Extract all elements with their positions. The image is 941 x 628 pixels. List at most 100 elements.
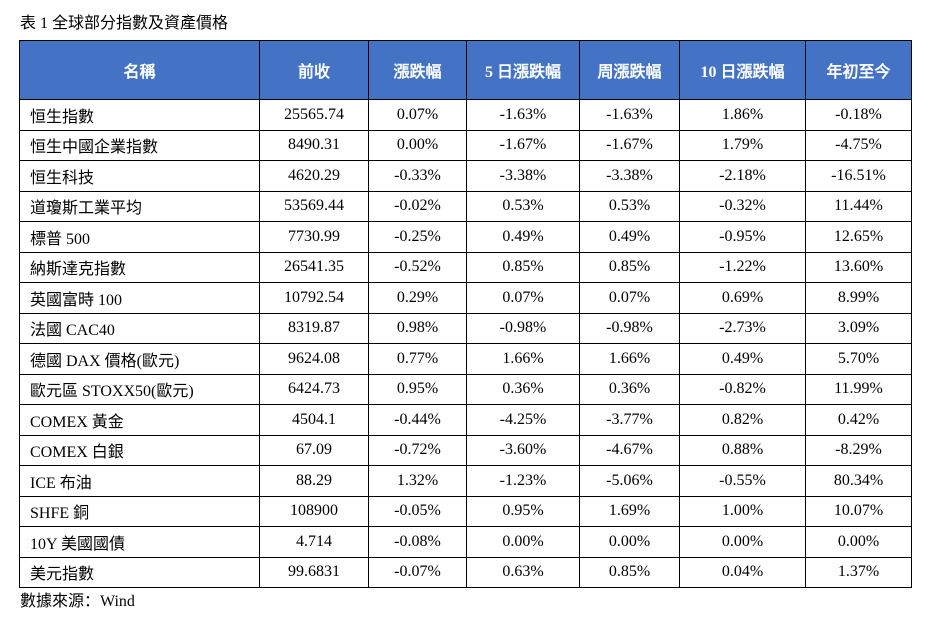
table-row: 恒生指數 25565.74 0.07% -1.63% -1.63% 1.86% -0.18% (19, 99, 912, 131)
cell-ytd: 12.65% (805, 221, 912, 253)
table-caption: 表 1 全球部分指數及資產價格 (20, 15, 229, 32)
table-row: 納斯達克指數 26541.35 -0.52% 0.85% 0.85% -1.22% 13.6… (19, 251, 912, 283)
cell-5d-change: -0.98% (466, 312, 580, 344)
cell-week-change: 0.00% (579, 526, 680, 558)
cell-5d-change: 0.95% (466, 495, 580, 527)
cell-10d-change: 0.82% (679, 404, 806, 436)
cell-name: 恒生指數 (19, 99, 260, 131)
cell-name: 英國富時 100 (19, 282, 260, 314)
cell-change: 1.32% (368, 465, 467, 497)
cell-name: 法國 CAC40 (19, 312, 260, 344)
cell-prev-close: 8490.31 (259, 129, 369, 161)
cell-prev-close: 53569.44 (259, 190, 369, 222)
cell-ytd: 1.37% (805, 556, 912, 588)
cell-change: -0.72% (368, 434, 467, 466)
cell-name: COMEX 黃金 (19, 404, 260, 436)
cell-name: 恒生科技 (19, 160, 260, 192)
cell-prev-close: 4504.1 (259, 404, 369, 436)
cell-ytd: 80.34% (805, 465, 912, 497)
cell-10d-change: 0.88% (679, 434, 806, 466)
cell-name: 美元指數 (19, 556, 260, 588)
cell-change: -0.25% (368, 221, 467, 253)
cell-change: -0.52% (368, 251, 467, 283)
cell-week-change: 1.66% (579, 343, 680, 375)
table-row: COMEX 黃金 4504.1 -0.44% -4.25% -3.77% 0.82% 0.4… (19, 404, 912, 436)
cell-change: 0.29% (368, 282, 467, 314)
cell-change: -0.07% (368, 556, 467, 588)
cell-ytd: 10.07% (805, 495, 912, 527)
cell-week-change: 0.53% (579, 190, 680, 222)
cell-week-change: 0.85% (579, 251, 680, 283)
cell-ytd: 11.44% (805, 190, 912, 222)
cell-change: 0.00% (368, 129, 467, 161)
table-row: 標普 500 7730.99 -0.25% 0.49% 0.49% -0.95% 12.65… (19, 221, 912, 253)
cell-change: -0.08% (368, 526, 467, 558)
table-row: 恒生中國企業指數 8490.31 0.00% -1.67% -1.67% 1.79% -4.… (19, 129, 912, 161)
cell-change: 0.77% (368, 343, 467, 375)
cell-week-change: -5.06% (579, 465, 680, 497)
cell-10d-change: -2.73% (679, 312, 806, 344)
cell-5d-change: 0.53% (466, 190, 580, 222)
cell-10d-change: 1.00% (679, 495, 806, 527)
cell-5d-change: 0.49% (466, 221, 580, 253)
cell-week-change: -3.38% (579, 160, 680, 192)
cell-prev-close: 4.714 (259, 526, 369, 558)
cell-change: -0.02% (368, 190, 467, 222)
table-row: 恒生科技 4620.29 -0.33% -3.38% -3.38% -2.18% -16.5… (19, 160, 912, 192)
cell-change: -0.44% (368, 404, 467, 436)
cell-prev-close: 99.6831 (259, 556, 369, 588)
cell-5d-change: 0.85% (466, 251, 580, 283)
cell-5d-change: -3.60% (466, 434, 580, 466)
cell-ytd: -16.51% (805, 160, 912, 192)
cell-10d-change: 1.79% (679, 129, 806, 161)
cell-5d-change: -3.38% (466, 160, 580, 192)
cell-week-change: 1.69% (579, 495, 680, 527)
cell-10d-change: 0.69% (679, 282, 806, 314)
table-row: SHFE 銅 108900 -0.05% 0.95% 1.69% 1.00% 10.07% (19, 495, 912, 527)
cell-week-change: -4.67% (579, 434, 680, 466)
cell-prev-close: 88.29 (259, 465, 369, 497)
cell-week-change: 0.49% (579, 221, 680, 253)
header-ytd: 年初至今 (805, 40, 912, 100)
asset-price-table: 名稱 前收 漲跌幅 5 日漲跌幅 周漲跌幅 10 日漲跌幅 年初至今 恒生指數 2… (19, 40, 912, 588)
table-body: 恒生指數 25565.74 0.07% -1.63% -1.63% 1.86% -0.18%… (19, 99, 912, 588)
cell-prev-close: 67.09 (259, 434, 369, 466)
cell-ytd: -8.29% (805, 434, 912, 466)
table-row: 歐元區 STOXX50(歐元) 6424.73 0.95% 0.36% 0.36% -0.… (19, 373, 912, 405)
cell-10d-change: 0.04% (679, 556, 806, 588)
cell-week-change: 0.85% (579, 556, 680, 588)
cell-week-change: -0.98% (579, 312, 680, 344)
cell-5d-change: 0.00% (466, 526, 580, 558)
cell-name: COMEX 白銀 (19, 434, 260, 466)
table-row: 美元指數 99.6831 -0.07% 0.63% 0.85% 0.04% 1.37% (19, 556, 912, 588)
cell-name: SHFE 銅 (19, 495, 260, 527)
cell-name: 道瓊斯工業平均 (19, 190, 260, 222)
cell-week-change: -1.63% (579, 99, 680, 131)
cell-change: -0.05% (368, 495, 467, 527)
cell-prev-close: 25565.74 (259, 99, 369, 131)
cell-change: 0.07% (368, 99, 467, 131)
table-row: ICE 布油 88.29 1.32% -1.23% -5.06% -0.55% 80.34% (19, 465, 912, 497)
cell-name: 納斯達克指數 (19, 251, 260, 283)
cell-5d-change: 0.36% (466, 373, 580, 405)
cell-ytd: 0.42% (805, 404, 912, 436)
cell-10d-change: 0.49% (679, 343, 806, 375)
cell-5d-change: -4.25% (466, 404, 580, 436)
cell-week-change: 0.36% (579, 373, 680, 405)
cell-ytd: 3.09% (805, 312, 912, 344)
table-row: 英國富時 100 10792.54 0.29% 0.07% 0.07% 0.69% 8.99… (19, 282, 912, 314)
cell-prev-close: 9624.08 (259, 343, 369, 375)
table-row: 道瓊斯工業平均 53569.44 -0.02% 0.53% 0.53% -0.32% 11.… (19, 190, 912, 222)
table-row: COMEX 白銀 67.09 -0.72% -3.60% -4.67% 0.88% -8.2… (19, 434, 912, 466)
cell-10d-change: -0.95% (679, 221, 806, 253)
cell-name: 恒生中國企業指數 (19, 129, 260, 161)
cell-10d-change: -2.18% (679, 160, 806, 192)
header-prev-close: 前收 (259, 40, 369, 100)
cell-ytd: 5.70% (805, 343, 912, 375)
cell-10d-change: -1.22% (679, 251, 806, 283)
cell-prev-close: 7730.99 (259, 221, 369, 253)
cell-name: 標普 500 (19, 221, 260, 253)
cell-5d-change: -1.63% (466, 99, 580, 131)
cell-10d-change: 0.00% (679, 526, 806, 558)
cell-name: 歐元區 STOXX50(歐元) (19, 373, 260, 405)
